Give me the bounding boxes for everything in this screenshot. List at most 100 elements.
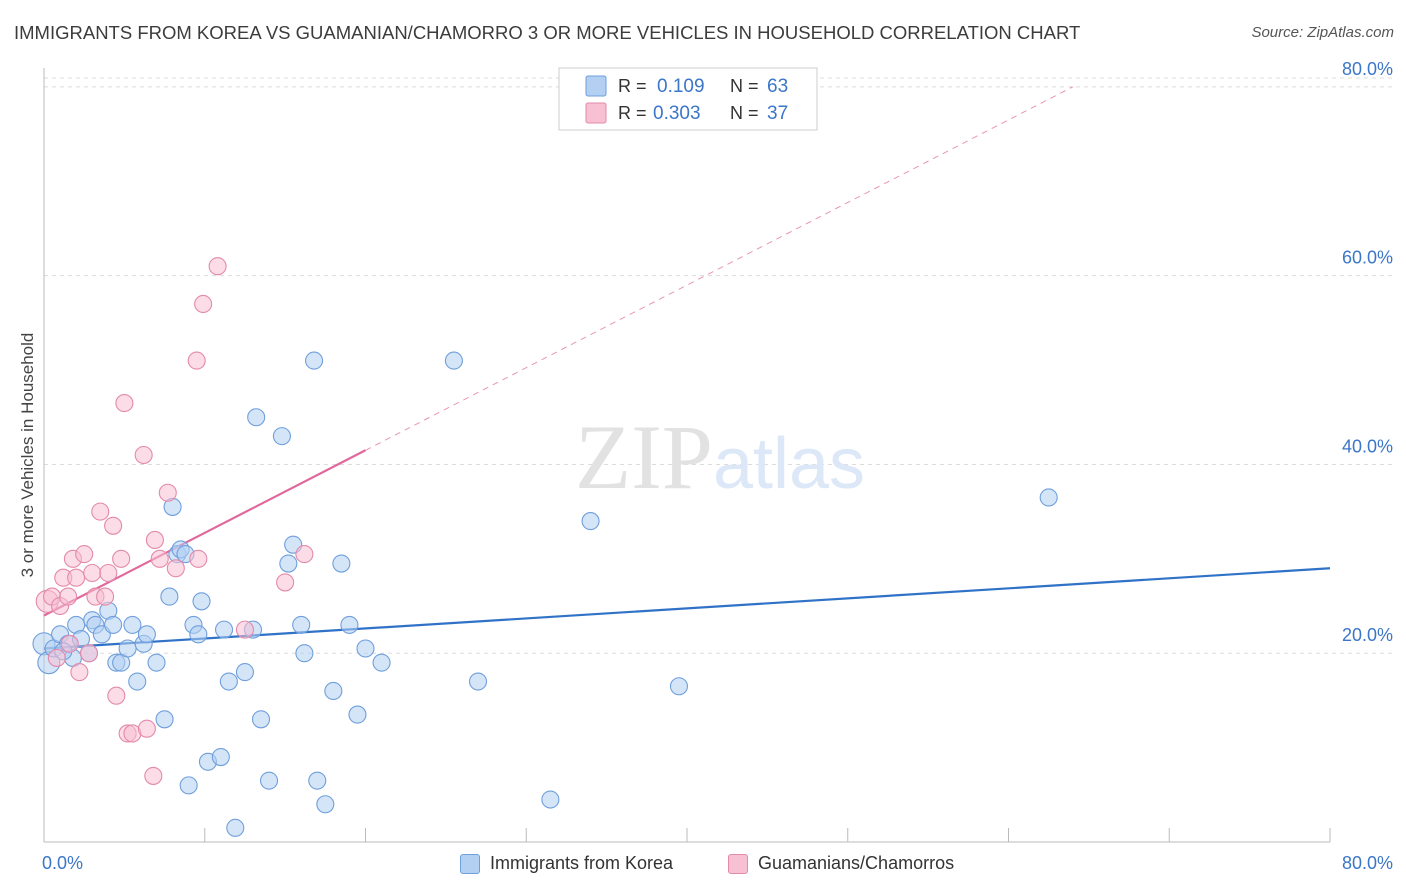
guam-point-31 xyxy=(194,294,213,314)
korea-point-20 xyxy=(137,625,156,644)
korea-point-54 xyxy=(356,639,375,658)
guam-point-25 xyxy=(145,530,164,550)
legend-r-label-2: R = xyxy=(618,103,647,123)
legend-item-guam: Guamanians/Chamorros xyxy=(728,853,954,874)
x-tick-label-0: 0.0% xyxy=(42,853,83,873)
guam-point-36 xyxy=(60,634,79,653)
korea-point-21 xyxy=(147,653,166,672)
legend-swatch-guam xyxy=(585,102,607,124)
korea-point-22 xyxy=(155,710,174,729)
guam-point-15 xyxy=(99,563,118,583)
korea-point-45 xyxy=(292,615,311,634)
korea-point-57 xyxy=(468,672,488,691)
trend-lines xyxy=(43,86,1331,650)
korea-point-41 xyxy=(259,771,279,790)
korea-point-17 xyxy=(123,615,142,634)
korea-point-42 xyxy=(272,427,291,446)
korea-point-40 xyxy=(251,710,271,729)
legend-label-korea: Immigrants from Korea xyxy=(490,853,674,873)
korea-point-28 xyxy=(179,776,198,795)
grid xyxy=(44,77,1392,654)
legend-n-label-1: N = xyxy=(730,76,759,96)
y-tick-label-0: 20.0% xyxy=(1342,625,1393,645)
guam-point-14 xyxy=(96,587,115,606)
bottom-legend: Immigrants from Korea Guamanians/Chamorr… xyxy=(0,850,1406,878)
korea-point-47 xyxy=(305,351,324,370)
korea-point-18 xyxy=(128,672,147,691)
axes: 20.0% 40.0% 60.0% 80.0% 0.0% 80.0% xyxy=(42,59,1393,873)
guam-point-11 xyxy=(83,563,102,583)
data-points xyxy=(32,257,1058,837)
legend-box: R = 0.109 N = 63 R = 0.303 N = 37 xyxy=(558,67,818,131)
guam-point-26 xyxy=(150,549,169,568)
guam-point-2 xyxy=(47,648,66,667)
korea-point-53 xyxy=(348,705,367,724)
korea-point-34 xyxy=(214,620,234,639)
korea-point-51 xyxy=(332,554,351,573)
korea-point-49 xyxy=(316,795,335,814)
korea-point-60 xyxy=(669,677,689,696)
korea-point-36 xyxy=(226,818,245,837)
korea-point-30 xyxy=(189,625,208,644)
korea-point-16 xyxy=(118,639,137,658)
guam-point-9 xyxy=(75,545,94,564)
korea-point-56 xyxy=(444,351,463,370)
guam-point-23 xyxy=(137,719,156,738)
korea-point-13 xyxy=(104,615,123,634)
guam-point-16 xyxy=(104,516,123,535)
guam-point-18 xyxy=(112,549,131,568)
korea-point-48 xyxy=(308,771,327,790)
chart-title: IMMIGRANTS FROM KOREA VS GUAMANIAN/CHAMO… xyxy=(14,22,1081,43)
guam-point-22 xyxy=(134,445,153,465)
legend-swatch-guam-bottom xyxy=(728,853,748,874)
watermark: ZIPatlas xyxy=(575,406,865,508)
guam-point-7 xyxy=(67,568,86,587)
guam-point-35 xyxy=(295,545,314,564)
korea-point-59 xyxy=(581,512,600,531)
guam-point-5 xyxy=(59,587,78,606)
chart-source: Source: ZipAtlas.com xyxy=(1251,24,1394,41)
korea-point-50 xyxy=(324,681,343,701)
guam-point-8 xyxy=(70,663,89,682)
legend-r-value-2: 0.303 xyxy=(653,103,701,124)
korea-point-46 xyxy=(295,644,314,663)
guam-point-19 xyxy=(115,394,134,413)
korea-point-37 xyxy=(235,663,254,682)
legend-swatch-korea xyxy=(585,75,607,97)
korea-point-58 xyxy=(541,790,560,809)
korea-point-52 xyxy=(340,615,359,634)
legend-r-label-1: R = xyxy=(618,76,647,96)
korea-point-61 xyxy=(1039,488,1058,507)
guam-point-29 xyxy=(187,351,206,370)
legend-n-label-2: N = xyxy=(730,103,759,123)
korea-point-43 xyxy=(279,554,298,573)
legend-item-korea: Immigrants from Korea xyxy=(460,853,673,874)
guam-point-28 xyxy=(166,559,185,578)
guam-point-27 xyxy=(158,483,177,502)
korea-point-31 xyxy=(192,592,211,611)
legend-n-value-1: 63 xyxy=(767,76,788,97)
legend-swatch-korea-bottom xyxy=(460,853,480,874)
legend-r-value-1: 0.109 xyxy=(657,76,705,97)
trend-line-korea xyxy=(43,567,1331,650)
guam-point-30 xyxy=(189,549,208,568)
legend-label-guam: Guamanians/Chamorros xyxy=(758,853,955,873)
y-tick-label-3: 80.0% xyxy=(1342,59,1393,79)
korea-point-39 xyxy=(247,408,266,427)
y-tick-label-2: 60.0% xyxy=(1342,248,1393,268)
guam-point-24 xyxy=(144,766,163,785)
guam-point-34 xyxy=(276,573,295,592)
guam-point-33 xyxy=(235,620,254,639)
korea-point-33 xyxy=(211,747,230,767)
y-tick-label-1: 40.0% xyxy=(1342,436,1393,456)
trend-line-guam-extension xyxy=(365,86,1074,451)
x-tick-label-1: 80.0% xyxy=(1342,853,1393,873)
guam-point-17 xyxy=(107,686,126,705)
guam-point-32 xyxy=(208,257,227,276)
korea-point-35 xyxy=(219,672,238,691)
legend-n-value-2: 37 xyxy=(767,103,788,124)
korea-point-23 xyxy=(160,587,179,606)
korea-point-55 xyxy=(372,653,391,672)
guam-point-10 xyxy=(79,644,99,663)
